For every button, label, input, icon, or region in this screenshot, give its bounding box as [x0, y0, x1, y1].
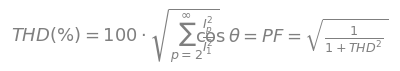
Text: $\cos\theta = PF = \sqrt{\frac{1}{1 + THD^2}}$: $\cos\theta = PF = \sqrt{\frac{1}{1 + TH… [195, 16, 388, 55]
Text: $THD(\%) = 100 \cdot \sqrt{\sum_{p=2}^{\infty} \frac{I_p^2}{I_1^2}}$: $THD(\%) = 100 \cdot \sqrt{\sum_{p=2}^{\… [12, 6, 220, 65]
